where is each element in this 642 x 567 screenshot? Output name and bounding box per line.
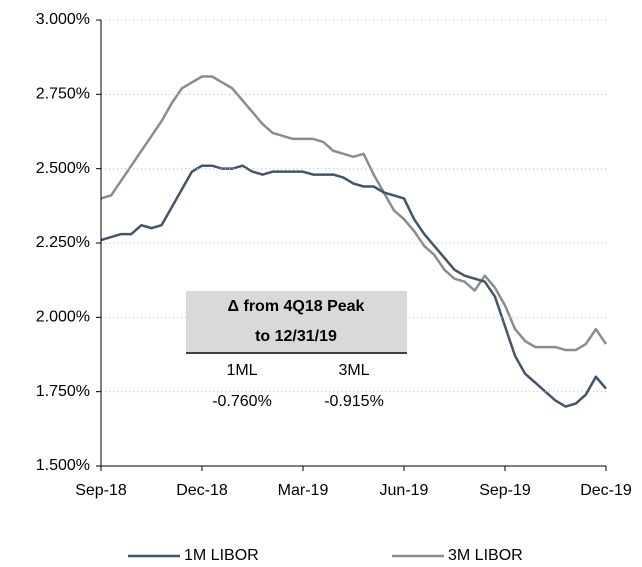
legend-label: 3M LIBOR xyxy=(448,547,523,564)
x-tick-label: Jun-19 xyxy=(380,482,429,499)
y-tick-label: 2.250% xyxy=(36,234,90,251)
annotation-title: Δ from 4Q18 Peak xyxy=(228,298,365,315)
x-tick-label: Mar-19 xyxy=(278,482,329,499)
y-tick-label: 2.750% xyxy=(36,86,90,103)
annotation-title: to 12/31/19 xyxy=(255,328,337,345)
line-series xyxy=(100,75,608,352)
y-tick-label: 2.500% xyxy=(36,160,90,177)
annotation-column: 1ML xyxy=(226,362,257,379)
x-tick-label: Dec-19 xyxy=(580,482,632,499)
y-tick-label: 2.000% xyxy=(36,309,90,326)
line-series xyxy=(100,164,607,408)
annotation-value: -0.915% xyxy=(324,393,384,410)
annotation-column: 3ML xyxy=(338,362,369,379)
annotation-box xyxy=(186,291,407,352)
x-tick-label: Sep-19 xyxy=(479,482,531,499)
legend-label: 1M LIBOR xyxy=(184,547,259,564)
x-tick-label: Sep-18 xyxy=(75,482,127,499)
y-tick-label: 1.500% xyxy=(36,457,90,474)
y-tick-label: 1.750% xyxy=(36,383,90,400)
x-tick-label: Dec-18 xyxy=(176,482,228,499)
y-tick-label: 3.000% xyxy=(36,11,90,28)
annotation-value: -0.760% xyxy=(212,393,272,410)
